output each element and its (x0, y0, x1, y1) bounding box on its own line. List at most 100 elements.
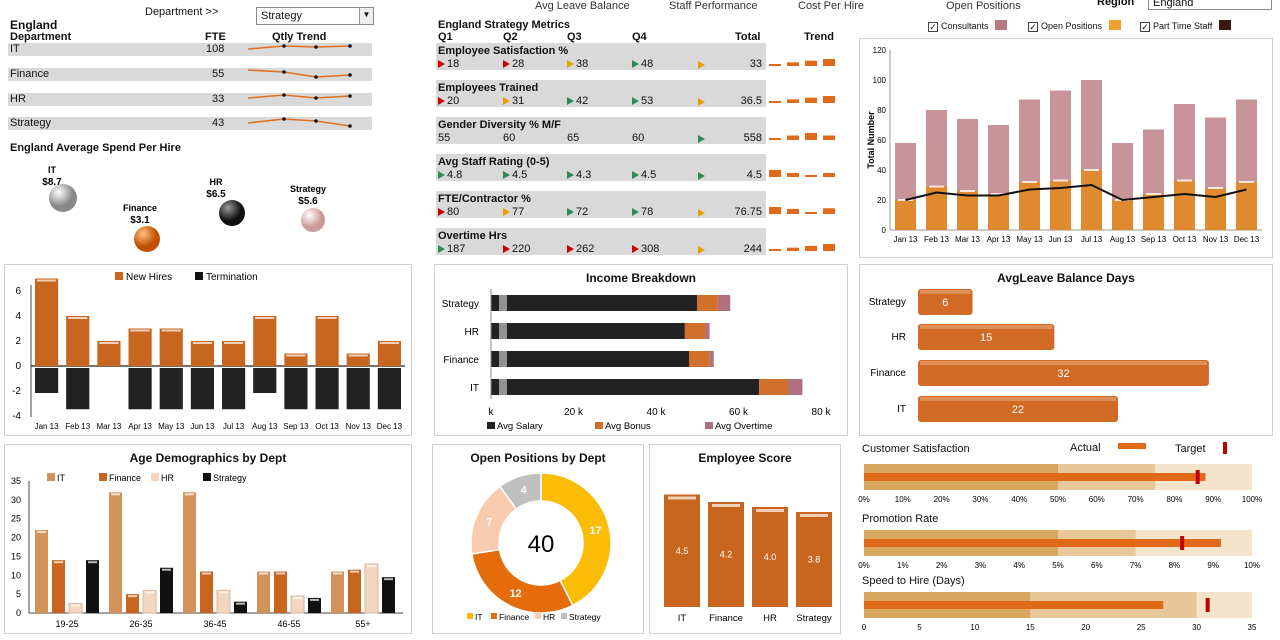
tab-cost-per-hire[interactable]: Cost Per Hire (798, 0, 865, 12)
open-positions-bar (1174, 180, 1195, 230)
leave-bar (918, 289, 973, 315)
trend-bar (823, 135, 835, 140)
legend-part-time[interactable]: ✓ Part Time Staff (1140, 20, 1231, 32)
bullet-tick-label: 10% (1244, 561, 1260, 570)
new-hires-bar (222, 341, 246, 366)
metric-q4-cell: 308 (632, 243, 659, 255)
bullet-tick-label: 90% (1205, 495, 1221, 504)
metric-value: 4.5 (641, 169, 657, 181)
bullet-actual-legend: Actual (1070, 442, 1146, 454)
x-tick-label: Aug 13 (252, 422, 278, 431)
bar-highlight (162, 568, 171, 571)
age-bar (382, 577, 395, 613)
termination-bar (284, 368, 308, 410)
bar-highlight (54, 561, 63, 564)
metric-trend-sparkbars (769, 59, 835, 66)
x-tick-label: May 13 (158, 422, 185, 431)
metrics-col-q2: Q2 (503, 31, 518, 43)
bullet-tick-label: 100% (1242, 495, 1262, 504)
legend-open-positions[interactable]: ✓ Open Positions (1028, 20, 1121, 32)
bullet-tick-label: 30% (972, 495, 988, 504)
checkbox-icon[interactable]: ✓ (1140, 22, 1150, 32)
flag-icon (567, 171, 574, 179)
age-bar (216, 589, 231, 614)
x-tick-label: 19-25 (55, 619, 78, 629)
chevron-down-icon[interactable]: ▼ (359, 8, 373, 24)
x-tick-label: Sep 13 (283, 422, 309, 431)
age-bar (257, 571, 270, 613)
termination-bar (159, 368, 183, 410)
metric-value: 60 (632, 132, 645, 144)
open-positions-bar (1236, 182, 1257, 230)
legend-swatch (487, 422, 495, 429)
metric-q2-cell: 28 (503, 58, 524, 70)
x-tick-label: 46-55 (277, 619, 300, 629)
spend-title: England Average Spend Per Hire (10, 142, 181, 154)
y-tick-label: 35 (11, 476, 21, 486)
bullet-tick-label: 40% (1011, 495, 1027, 504)
legend-termination-swatch (195, 272, 203, 280)
flag-icon (503, 60, 510, 68)
bullet-target-marker (1205, 598, 1210, 612)
leave-bar (918, 324, 1055, 350)
new-hires-bar (315, 316, 339, 366)
bullet-target-marker (1195, 470, 1200, 484)
department-heading: Department (10, 31, 72, 43)
metric-value: 308 (641, 243, 660, 255)
x-tick-label: 80 k (812, 407, 832, 418)
x-tick-label: 40 k (647, 407, 667, 418)
bar-highlight (192, 342, 212, 344)
legend-label: IT (475, 612, 483, 622)
x-tick-label: Apr 13 (128, 422, 152, 431)
legend-swatch (705, 422, 713, 429)
age-bar (142, 589, 157, 614)
bar-highlight (379, 342, 399, 344)
region-dropdown[interactable]: England (1148, 0, 1272, 10)
age-bar (160, 567, 173, 613)
score-value-label: 4.2 (720, 550, 733, 560)
metric-value: 20 (447, 95, 460, 107)
checkbox-icon[interactable]: ✓ (928, 22, 938, 32)
consultants-bar (1205, 117, 1226, 188)
leave-chart-title: AvgLeave Balance Days (997, 271, 1135, 285)
bar-highlight (1053, 179, 1068, 182)
legend-consultants[interactable]: ✓ Consultants (928, 20, 1008, 32)
tab-avg-leave-balance[interactable]: Avg Leave Balance (535, 0, 630, 12)
tab-staff-performance[interactable]: Staff Performance (669, 0, 758, 12)
metric-trend-sparkbars (769, 244, 835, 251)
consultants-bar (1019, 99, 1040, 182)
avg-overtime-bar (709, 351, 714, 367)
bar-highlight (991, 193, 1006, 195)
trend-bar (769, 64, 781, 66)
bar-highlight (350, 570, 359, 573)
new-hires-bar (377, 341, 401, 366)
metric-value: 4.3 (576, 169, 592, 181)
employee-score-chart: 4.5 IT 4.2 Finance 4.0 HR 3.8 Strategy (664, 494, 832, 624)
x-tick-label: 20 k (564, 407, 584, 418)
tab-open-positions[interactable]: Open Positions (946, 0, 1021, 12)
consultants-bar (926, 110, 947, 187)
y-tick-label: 2 (15, 336, 21, 347)
metric-trend-sparkbars (769, 96, 835, 103)
consultants-bar (1236, 99, 1257, 182)
trend-bar (769, 249, 781, 251)
part-time-staff-line (905, 183, 1247, 202)
trend-bar (787, 247, 799, 251)
x-tick-label: Jan 13 (35, 422, 60, 431)
checkbox-icon[interactable]: ✓ (1028, 22, 1038, 32)
department-dropdown[interactable]: Strategy ▼ (256, 7, 374, 25)
spend-strategy-value: $5.6 (298, 196, 318, 207)
metric-q1-cell: 80 (438, 206, 459, 218)
age-chart-title: Age Demographics by Dept (129, 451, 287, 465)
metric-q1-cell: 55 (438, 132, 450, 144)
age-bar (274, 571, 287, 613)
x-tick-label: Oct 13 (315, 422, 339, 431)
bar-highlight (929, 185, 944, 188)
termination-bar (222, 368, 246, 410)
x-tick-label: Jan 13 (893, 235, 918, 244)
donut-slice (540, 472, 612, 607)
x-tick-label: Jul 13 (1081, 235, 1103, 244)
x-tick-label: Nov 13 (346, 422, 372, 431)
y-tick-label: 4 (15, 311, 21, 322)
age-bar (290, 595, 305, 614)
